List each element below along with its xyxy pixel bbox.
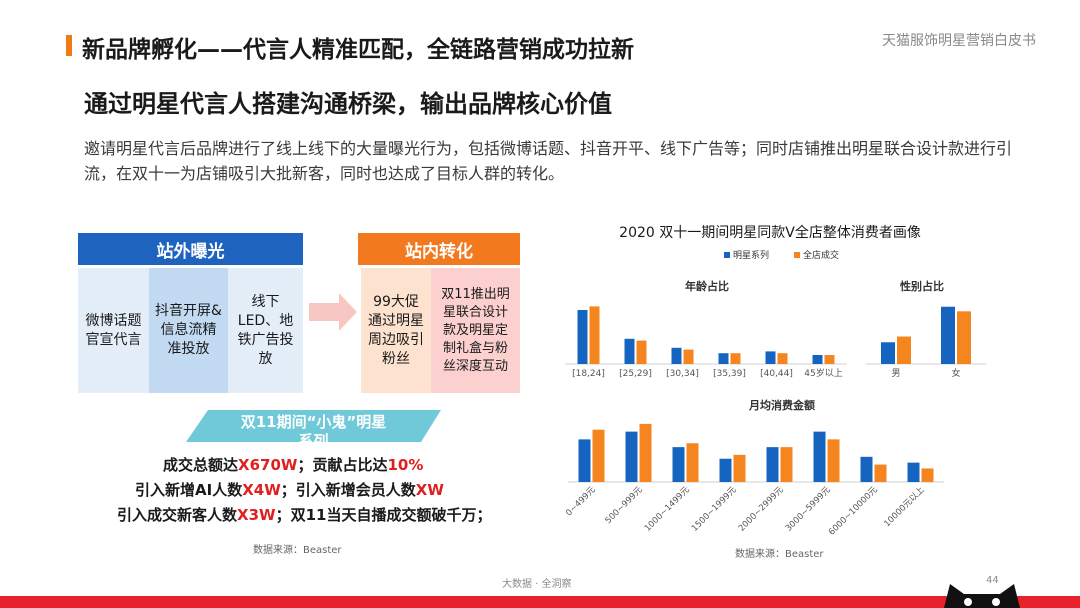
spend-bar-series1-5	[813, 431, 826, 482]
footer-bar	[0, 596, 1080, 608]
spend-bar-series1-3	[719, 458, 732, 482]
footer-text: 大数据 · 全洞察	[502, 579, 572, 590]
age-bar-series2-2	[683, 349, 694, 364]
spend-tick-label-4: 2000~2999元	[737, 485, 786, 534]
spend-bar-series2-6	[874, 464, 887, 482]
age-tick-label-2: [30,34]	[666, 369, 699, 379]
gender-bar-series2-0	[897, 336, 911, 364]
spend-bar-series2-0	[592, 429, 605, 482]
source-note-right: 数据来源：Beaster	[735, 549, 824, 560]
age-bar-series2-4	[777, 353, 788, 364]
age-bar-series2-1	[636, 340, 647, 364]
gender-subtitle: 性别占比	[900, 279, 944, 293]
offsite-exposure-title: 站外曝光	[78, 233, 303, 265]
spend-bar-series2-7	[921, 468, 934, 482]
page-title: 新品牌孵化——代言人精准匹配，全链路营销成功拉新	[82, 37, 634, 63]
gender-bar-series1-1	[941, 306, 955, 364]
stat-new-customers: 引入成交新客人数X3W；双11当天自播成交额破千万；	[117, 506, 492, 524]
spend-tick-label-2: 1000~1499元	[643, 485, 692, 534]
legend-label-series1: 明星系列	[733, 249, 769, 261]
gender-tick-label-1: 女	[951, 367, 960, 379]
stat-new-users: 引入新增AI人数X4W；引入新增会员人数XW	[135, 481, 444, 499]
spend-bar-series1-6	[860, 456, 873, 482]
spend-bar-series2-4	[780, 447, 793, 482]
spend-tick-label-7: 10000元以上	[882, 485, 927, 530]
source-note-left: 数据来源：Beaster	[253, 545, 342, 556]
age-tick-label-5: 45岁以上	[804, 367, 842, 379]
description-text: 邀请明星代言后品牌进行了线上线下的大量曝光行为，包括微博话题、抖音开平、线下广告…	[84, 139, 1013, 183]
page-number: 44	[986, 575, 999, 586]
legend-swatch-series2	[794, 252, 800, 258]
onsite-item-99: 99大促通过明星周边吸引粉丝	[361, 268, 431, 393]
age-bar-series2-5	[824, 355, 835, 364]
spend-bar-series1-1	[625, 431, 638, 482]
legend-swatch-series1	[724, 252, 730, 258]
age-bar-series1-3	[718, 353, 729, 364]
spend-bar-series2-3	[733, 454, 746, 482]
spend-tick-label-0: 0~499元	[564, 485, 598, 519]
spend-bar-series2-1	[639, 423, 652, 482]
legend-label-series2: 全店成交	[803, 249, 839, 261]
spend-tick-label-1: 500~999元	[604, 485, 645, 526]
age-bar-series2-0	[589, 306, 600, 364]
spend-tick-label-6: 6000~10000元	[827, 485, 880, 538]
offsite-item-weibo: 微博话题官宣代言	[78, 268, 149, 393]
spend-bar-series2-5	[827, 439, 840, 482]
spend-tick-label-3: 1500~1999元	[690, 485, 739, 534]
section-subtitle: 通过明星代言人搭建沟通桥梁，输出品牌核心价值	[84, 90, 612, 118]
age-bar-series2-3	[730, 353, 741, 364]
age-bar-series1-4	[765, 351, 776, 364]
age-tick-label-4: [40,44]	[760, 369, 793, 379]
chart-main-title: 2020 双十一期间明星同款V全店整体消费者画像	[619, 224, 921, 241]
arrow-right-icon	[309, 293, 357, 331]
age-tick-label-1: [25,29]	[619, 369, 652, 379]
age-bar-series1-0	[577, 310, 588, 364]
offsite-item-douyin: 抖音开屏&信息流精准投放	[149, 268, 228, 393]
report-name: 天猫服饰明星营销白皮书	[882, 33, 1036, 49]
onsite-item-double11: 双11推出明星联合设计款及明星定制礼盒与粉丝深度互动	[431, 268, 520, 393]
spend-bar-series1-7	[907, 462, 920, 482]
age-subtitle: 年龄占比	[685, 279, 729, 293]
age-bar-series1-2	[671, 347, 682, 364]
title-accent-bar	[66, 35, 72, 56]
age-tick-label-3: [35,39]	[713, 369, 746, 379]
gender-bar-series1-0	[881, 342, 895, 364]
series-banner-shape	[186, 410, 441, 442]
age-tick-label-0: [18,24]	[572, 369, 605, 379]
age-bar-series1-5	[812, 355, 823, 364]
onsite-conversion-title: 站内转化	[358, 233, 520, 265]
series-banner-text: 双11期间“小鬼”明星系列	[240, 413, 387, 443]
gender-bar-series2-1	[957, 311, 971, 364]
tmall-cat-logo-icon	[944, 584, 1020, 608]
stat-gmv: 成交总额达X670W；贡献占比达10%	[163, 456, 424, 474]
spend-subtitle: 月均消费金额	[748, 398, 815, 412]
offsite-item-led: 线下LED、地铁广告投放	[228, 268, 303, 393]
spend-bar-series1-4	[766, 447, 779, 482]
spend-bar-series1-2	[672, 447, 685, 482]
spend-bar-series1-0	[578, 439, 591, 482]
age-bar-series1-1	[624, 338, 635, 364]
spend-tick-label-5: 3000~5999元	[784, 485, 833, 534]
gender-tick-label-0: 男	[891, 368, 900, 379]
spend-bar-series2-2	[686, 443, 699, 482]
